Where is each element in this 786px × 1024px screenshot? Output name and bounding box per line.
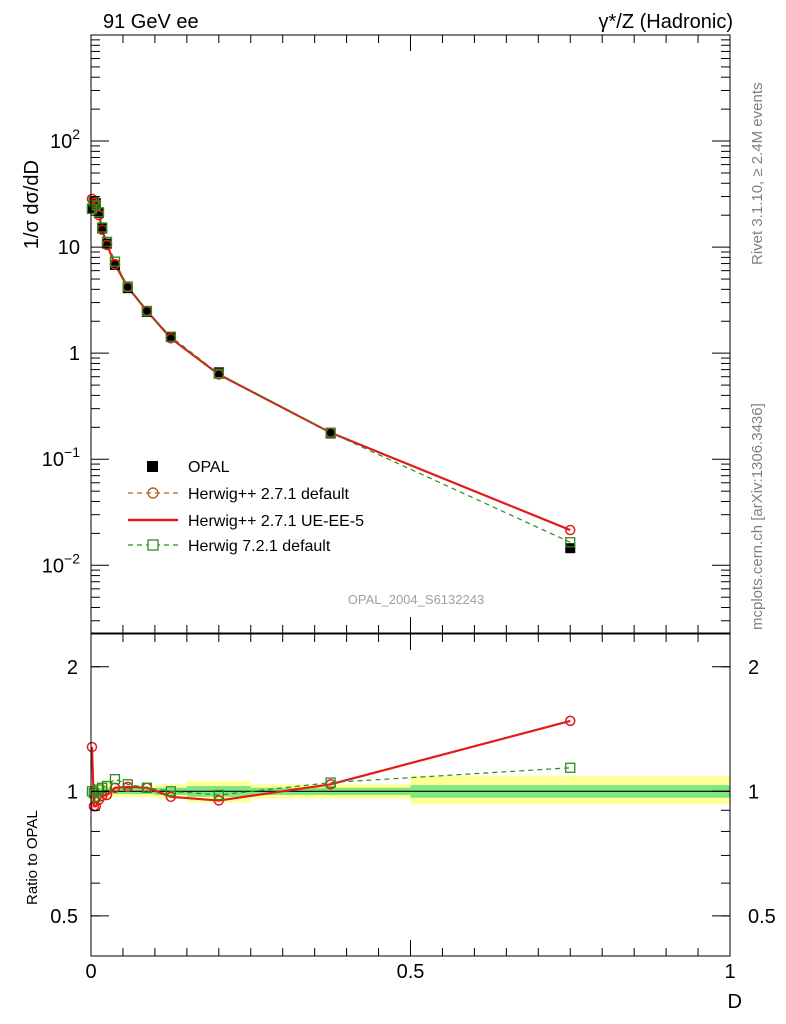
ratio-herwig271-point (86, 741, 98, 753)
main-ytick-label: 10−2 (42, 550, 80, 577)
ratio-axes: 0.5 0.5 1 1 2 2 0 0.5 1 (50, 634, 776, 983)
opal-data-point (165, 332, 176, 343)
ratio-herwig721-point (93, 784, 105, 795)
legend-marker-herwig721-default (147, 539, 159, 551)
legend-marker-herwig271-default (147, 487, 159, 499)
main-ytick-label: 1 (69, 343, 80, 365)
ratio-herwig721-point (101, 780, 113, 792)
rivet-label: Rivet 3.1.10, ≥ 2.4M events (749, 83, 766, 266)
herwig721-default-point (109, 256, 121, 267)
opal-data-point (97, 223, 108, 234)
ratio-ytick-label: 0.5 (50, 906, 78, 928)
herwig721-default-point (101, 236, 113, 248)
xtick-label: 0 (85, 961, 96, 983)
main-ytick-label: 10−1 (42, 444, 80, 471)
watermark: OPAL_2004_S6132243 (348, 592, 484, 607)
opal-data-point (109, 259, 120, 270)
ratio-herwig721-point (213, 789, 224, 801)
herwig271-default-point (565, 524, 576, 536)
opal-data-point (565, 543, 576, 554)
herwig721-default-point (97, 222, 108, 233)
main-series-line (91, 198, 571, 531)
xtick-label: 1 (724, 961, 735, 983)
ratio-series-line (91, 767, 571, 799)
main-ytick-label: 10 (58, 237, 80, 259)
herwig721-default-point (93, 207, 105, 218)
main-frame (90, 34, 731, 634)
ratio-ytick-label: 2 (67, 657, 78, 679)
herwig721-default-point (165, 331, 177, 342)
legend-label: Herwig++ 2.7.1 UE-EE-5 (188, 513, 364, 530)
herwig721-default-point (141, 305, 153, 317)
legend-label: OPAL (188, 459, 230, 476)
ratio-ytick-label-right: 0.5 (748, 906, 776, 928)
herwig721-default-point (86, 203, 98, 214)
ratio-herwig271-point (165, 791, 177, 803)
ratio-herwig721-point (141, 782, 153, 793)
herwig721-default-point (565, 537, 576, 548)
ratio-ytick-label: 1 (67, 781, 78, 803)
ratio-herwig721-point (109, 774, 121, 785)
header-right: γ*/Z (Hadronic) (599, 11, 733, 33)
xlabel: D (728, 991, 742, 1013)
main-ytick-label: 102 (50, 126, 80, 153)
ratio-ytick-label-right: 1 (748, 781, 759, 803)
main-ylabel: 1/σ dσ/dD (21, 160, 43, 249)
herwig721-default-point (213, 368, 224, 379)
legend-marker-opal (147, 461, 158, 472)
legend-label: Herwig++ 2.7.1 default (188, 486, 350, 503)
legend-label: Herwig 7.2.1 default (188, 538, 331, 555)
opal-data-point (101, 238, 112, 249)
main-series-line (90, 198, 571, 532)
ratio-plot-area (86, 715, 730, 812)
opal-data-point (93, 207, 104, 218)
ratio-herwig721-point (165, 786, 177, 797)
ratio-herwig271-point (213, 795, 225, 806)
ratio-ytick-label-right: 2 (748, 657, 759, 679)
opal-data-point (325, 428, 336, 439)
ratio-panel: 0.5 0.5 1 1 2 2 0 0.5 1 Ratio to OPAL D (24, 633, 776, 1013)
header-left: 91 GeV ee (103, 11, 199, 33)
ratio-herwig271-point (565, 715, 576, 727)
legend: OPAL Herwig++ 2.7.1 default Herwig++ 2.7.1… (128, 459, 364, 555)
opal-data-point (141, 306, 152, 317)
ratio-herwig721-point (565, 762, 576, 773)
herwig721-default-point (325, 427, 336, 438)
opal-data-point (90, 198, 101, 209)
mcplots-label: mcplots.cern.ch [arXiv:1306.3436] (749, 403, 766, 630)
herwig721-default-point (122, 281, 133, 292)
opal-data-point (213, 367, 224, 378)
main-axes: 10−2 10−1 1 10 102 (42, 34, 731, 633)
xtick-label: 0.5 (397, 961, 425, 983)
ratio-herwig721-point (325, 777, 336, 788)
main-panel: 10−2 10−1 1 10 102 OPAL_2004_S6132243 1/σ dσ… (21, 34, 731, 634)
opal-data-point (122, 283, 133, 294)
ratio-ylabel: Ratio to OPAL (24, 810, 41, 905)
ratio-herwig721-point (122, 779, 133, 790)
main-plot-area (86, 193, 576, 554)
ratio-series-line (90, 719, 571, 808)
